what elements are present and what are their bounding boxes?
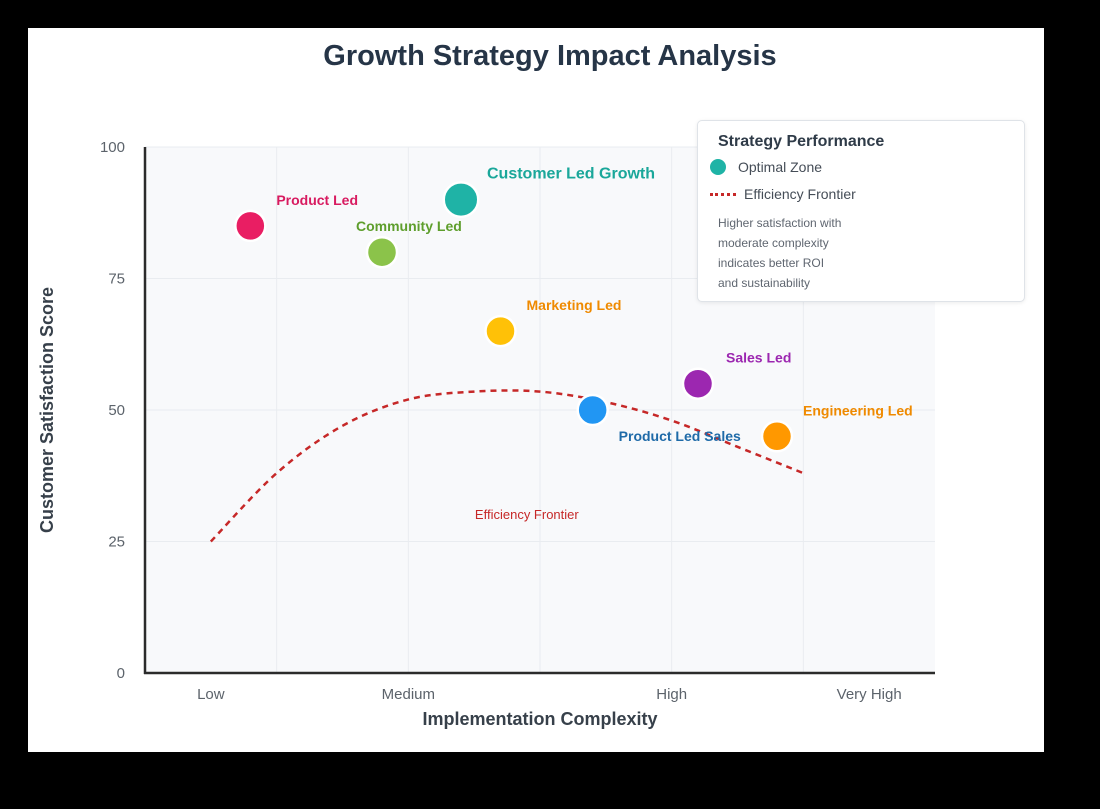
y-tick-labels: 0 25 50 75 100 [100,139,125,682]
scatter-points: Product Led Customer Led Growth Community … [234,166,913,453]
legend-note-line: Higher satisfaction with [718,216,842,230]
legend-note-line: and sustainability [718,276,811,290]
data-point [760,420,794,453]
y-axis-label: Customer Satisfaction Score [37,287,57,533]
y-tick-label: 25 [108,534,125,551]
data-point [234,209,267,243]
data-point [442,181,480,219]
data-point-label: Product Led Sales [619,428,741,444]
y-tick-label: 50 [108,402,125,419]
legend-title: Strategy Performance [718,133,885,150]
data-point-label: Community Led [356,218,462,234]
x-tick-labels: Low Medium High Very High [197,686,902,703]
axes [143,147,935,675]
x-axis-label: Implementation Complexity [422,709,657,729]
x-tick-label: High [656,686,687,703]
x-tick-label: Low [197,686,225,703]
y-tick-label: 100 [100,139,125,156]
x-tick-label: Medium [382,686,435,703]
legend-entry-label: Optimal Zone [738,159,823,175]
grid-lines [145,146,935,674]
x-tick-label: Very High [837,686,902,703]
legend-note: Higher satisfaction with moderate comple… [718,213,878,293]
data-point [484,314,517,348]
legend-entry-efficiency-frontier: Efficiency Frontier [710,185,856,203]
data-point-label: Marketing Led [527,297,622,313]
legend: Strategy Performance Optimal Zone Effici… [697,120,1025,302]
legend-dot-icon [710,159,726,175]
data-point [576,393,609,427]
data-point [681,367,715,400]
data-point [365,235,399,269]
y-tick-label: 75 [108,271,125,288]
y-tick-label: 0 [117,665,125,682]
legend-entry-optimal-zone: Optimal Zone [710,158,822,176]
data-point-label: Sales Led [726,350,791,366]
data-point-label: Product Led [276,192,358,208]
chart-title: Growth Strategy Impact Analysis [323,40,777,72]
legend-note-line: moderate complexity [718,236,829,250]
legend-entry-label: Efficiency Frontier [744,186,856,202]
legend-dash-icon [710,192,736,196]
data-point-label: Engineering Led [803,402,913,418]
legend-note-line: indicates better ROI [718,256,825,270]
frontier-annotation: Efficiency Frontier [475,507,579,522]
data-point-label: Customer Led Growth [487,166,655,183]
